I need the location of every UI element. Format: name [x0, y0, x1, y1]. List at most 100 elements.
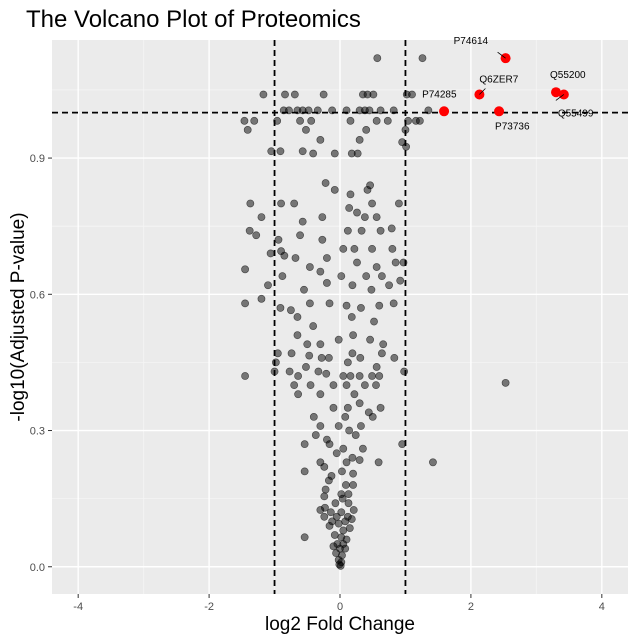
data-point — [316, 390, 325, 399]
data-point — [287, 349, 296, 358]
data-point — [300, 533, 309, 542]
data-point — [241, 299, 249, 308]
data-point — [353, 208, 361, 217]
data-point — [379, 340, 388, 349]
data-point — [342, 381, 351, 390]
data-point — [429, 458, 437, 467]
data-point — [345, 426, 354, 435]
data-point — [418, 54, 427, 63]
data-point — [241, 265, 249, 274]
data-point — [337, 272, 346, 281]
data-point — [396, 276, 405, 285]
data-point — [294, 390, 303, 399]
data-point — [337, 508, 346, 517]
data-point — [290, 381, 299, 390]
data-point — [250, 116, 259, 125]
data-point — [305, 351, 314, 360]
data-point — [374, 458, 383, 467]
data-point — [296, 116, 304, 125]
data-point — [359, 444, 367, 453]
data-point — [402, 142, 411, 151]
data-point — [246, 199, 255, 208]
data-point — [273, 116, 282, 125]
data-point — [276, 147, 285, 156]
chart-title: The Volcano Plot of Proteomics — [26, 6, 361, 33]
data-point — [321, 485, 330, 494]
data-point — [357, 226, 366, 235]
data-point — [324, 353, 333, 362]
data-point — [307, 116, 316, 125]
data-point — [375, 301, 384, 310]
data-point — [317, 353, 326, 362]
data-point — [387, 224, 396, 233]
data-point — [363, 185, 372, 194]
data-point — [399, 258, 408, 267]
data-point — [257, 294, 266, 303]
data-point — [293, 313, 302, 321]
data-point — [281, 90, 289, 99]
data-point — [366, 335, 375, 344]
data-point — [342, 458, 351, 467]
nonsignificant-points — [240, 54, 510, 570]
data-point — [339, 526, 348, 535]
x-tick-label: -2 — [204, 601, 214, 613]
data-point — [341, 413, 350, 421]
data-point — [347, 313, 356, 321]
data-point — [385, 281, 393, 290]
data-point — [339, 244, 348, 253]
data-point — [267, 147, 276, 156]
data-point — [323, 254, 331, 262]
data-point — [348, 453, 357, 462]
data-point — [388, 244, 397, 253]
y-tick-label: 0.3 — [30, 426, 45, 438]
data-point — [360, 213, 369, 221]
data-point — [501, 378, 510, 387]
data-point — [316, 422, 325, 430]
data-point — [274, 235, 283, 244]
data-point — [368, 413, 377, 421]
data-point — [346, 116, 355, 125]
data-point — [325, 440, 334, 449]
data-point — [294, 372, 303, 380]
data-point — [329, 542, 338, 551]
data-point — [342, 106, 351, 115]
data-point — [271, 358, 280, 367]
data-point — [338, 467, 346, 476]
data-point — [325, 521, 334, 530]
data-point — [377, 272, 386, 281]
data-point — [383, 116, 392, 125]
data-point — [257, 213, 266, 221]
data-point — [339, 444, 348, 453]
data-point — [241, 372, 249, 380]
data-point — [336, 561, 345, 570]
data-point — [350, 390, 359, 399]
data-point — [321, 179, 330, 187]
data-point — [338, 494, 347, 503]
data-point — [415, 116, 424, 125]
data-point — [330, 185, 339, 194]
data-point — [329, 403, 338, 412]
data-point — [356, 353, 365, 362]
data-point — [343, 358, 352, 367]
data-point — [330, 149, 339, 158]
data-point — [346, 372, 355, 380]
data-point — [349, 469, 357, 478]
data-point — [319, 90, 328, 99]
data-point — [277, 199, 285, 208]
data-point — [296, 231, 304, 240]
data-point — [362, 272, 371, 281]
data-point — [300, 467, 309, 476]
data-point — [360, 381, 369, 390]
data-point — [287, 306, 295, 315]
data-point — [372, 363, 381, 371]
data-point — [357, 422, 365, 430]
data-point — [389, 106, 398, 115]
data-point — [252, 231, 261, 240]
data-point — [390, 353, 399, 362]
data-point — [341, 517, 350, 526]
data-point — [365, 106, 374, 115]
significant-point — [439, 106, 450, 117]
data-point — [302, 126, 310, 134]
data-point — [346, 190, 355, 199]
data-point — [326, 508, 335, 517]
